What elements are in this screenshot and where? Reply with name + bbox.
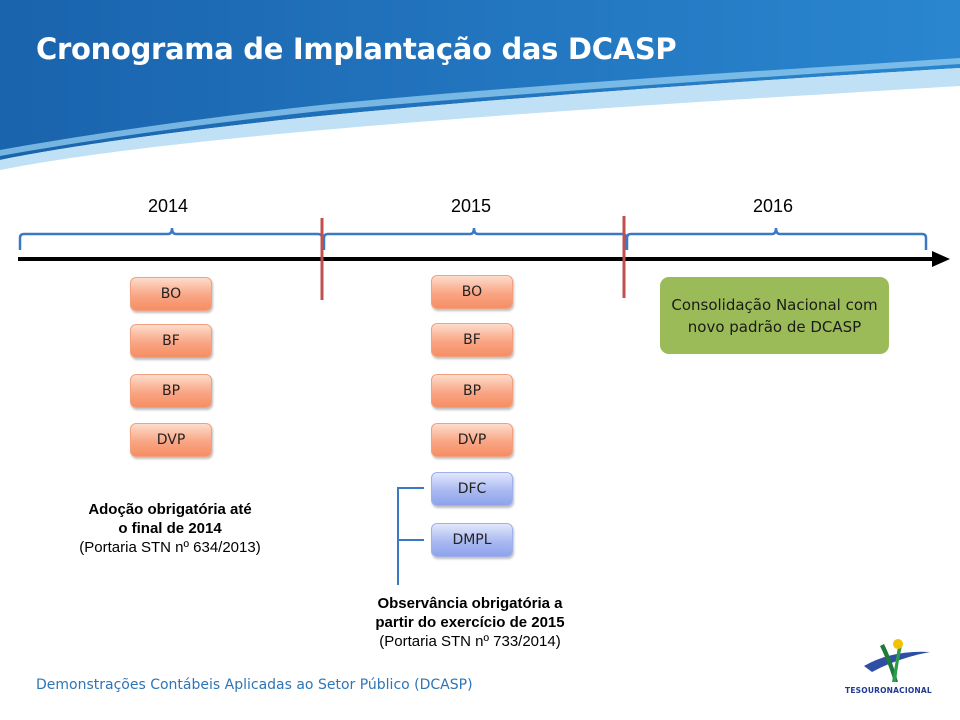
dfc-dmpl-connector [397,487,424,585]
box-2014-dvp: DVP [130,423,212,457]
box-2014-bo: BO [130,277,212,311]
note-2014: Adoção obrigatória até o final de 2014 (… [40,500,300,557]
box-2014-bf: BF [130,324,212,358]
note-2015-line2: partir do exercício de 2015 [375,614,565,631]
timeline-arrowhead [932,251,950,267]
year-label-2014: 2014 [148,196,189,216]
footer-text: Demonstrações Contábeis Aplicadas ao Set… [36,677,473,693]
box-2015-dvp: DVP [431,423,513,457]
logo-text: TESOURONACIONAL [845,686,932,695]
note-2014-line2: o final de 2014 [118,520,222,537]
year-label-2016: 2016 [753,196,794,216]
year-label-2015: 2015 [451,196,492,216]
note-2015-line1: Observância obrigatória a [377,595,563,612]
box-2015-dfc: DFC [431,472,513,506]
box-2015-dmpl: DMPL [431,523,513,557]
year-brace-2014 [18,227,324,250]
year-brace-2016 [625,227,928,250]
page-title: Cronograma de Implantação das DCASP [36,32,677,66]
year-brace-2015 [322,227,628,250]
note-2015-line3: (Portaria STN nº 733/2014) [379,633,561,650]
box-2015-bp: BP [431,374,513,408]
box-2014-bp: BP [130,374,212,408]
tesouro-nacional-logo-icon [864,639,930,682]
note-2014-line3: (Portaria STN nº 634/2013) [79,539,261,556]
box-2015-bo: BO [431,275,513,309]
note-2015: Observância obrigatória a partir do exer… [320,594,620,651]
header-background [0,0,960,170]
box-2016-consolidacao: Consolidação Nacional com novo padrão de… [660,277,889,354]
box-2015-bf: BF [431,323,513,357]
note-2014-line1: Adoção obrigatória até [88,501,252,518]
